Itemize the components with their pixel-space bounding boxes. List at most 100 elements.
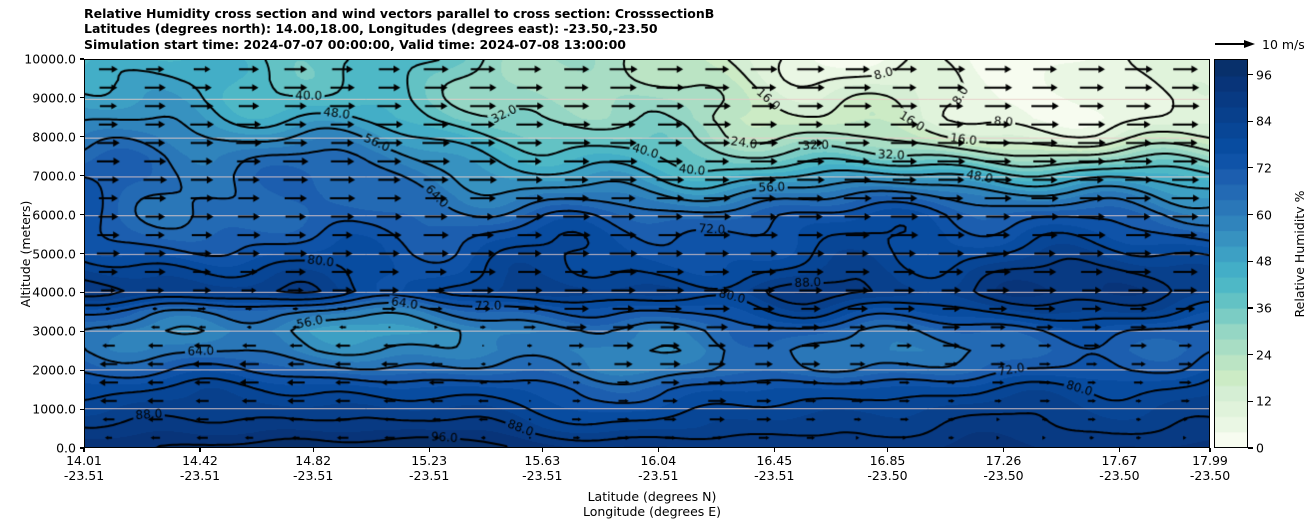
x-tick-label-longitude: -23.50 xyxy=(983,468,1024,483)
x-tick-label-latitude: 16.85 xyxy=(869,453,906,468)
x-tick-label-group: 16.85 -23.50 xyxy=(867,453,907,483)
x-tick-mark xyxy=(541,448,543,452)
arrow-right-icon xyxy=(1215,40,1255,48)
x-tick-label-longitude: -23.51 xyxy=(638,468,679,483)
x-tick-mark xyxy=(773,448,775,452)
chart-title-block: Relative Humidity cross section and wind… xyxy=(84,6,1204,52)
x-tick-label-latitude: 14.82 xyxy=(295,453,332,468)
wind-vector-layer xyxy=(85,60,1209,447)
y-tick-mark xyxy=(80,408,84,410)
colorbar-tick-mark xyxy=(1248,167,1253,169)
x-tick-label-latitude: 17.99 xyxy=(1192,453,1228,468)
x-tick-label-group: 14.82 -23.51 xyxy=(293,453,333,483)
y-tick-mark xyxy=(80,214,84,216)
x-tick-label-longitude: -23.51 xyxy=(408,468,450,483)
x-tick-mark xyxy=(199,448,201,452)
y-tick-mark xyxy=(80,330,84,332)
y-tick-label: 6000.0 xyxy=(32,207,76,223)
x-tick-label-latitude: 14.42 xyxy=(182,453,218,468)
x-tick-label-longitude: -23.51 xyxy=(754,468,795,483)
x-axis-label-latitude: Latitude (degrees N) xyxy=(587,489,717,504)
y-tick-mark xyxy=(80,97,84,99)
x-tick-label-latitude: 16.45 xyxy=(756,453,793,468)
x-tick-mark xyxy=(1002,448,1005,452)
y-tick-label: 7000.0 xyxy=(32,168,76,184)
colorbar-tick-label: 0 xyxy=(1256,440,1264,456)
y-tick-label: 0.0 xyxy=(56,440,76,456)
y-tick-mark xyxy=(80,175,84,177)
colorbar-tick-label: 48 xyxy=(1256,253,1272,269)
x-tick-label-group: 14.42 -23.51 xyxy=(180,453,220,483)
x-tick-label-latitude: 15.63 xyxy=(524,453,561,468)
colorbar-tick-mark xyxy=(1248,447,1253,449)
colorbar-tick-mark xyxy=(1248,120,1253,122)
colorbar-tick-mark xyxy=(1248,214,1253,216)
y-tick-label: 3000.0 xyxy=(32,323,76,339)
x-axis-label-longitude: Longitude (degrees E) xyxy=(582,504,722,519)
colorbar-tick-label: 60 xyxy=(1256,207,1272,223)
x-tick-mark xyxy=(1118,448,1120,452)
x-tick-label-longitude: -23.50 xyxy=(1099,468,1140,483)
x-tick-label-group: 15.23 -23.51 xyxy=(409,453,449,483)
x-tick-label-longitude: -23.51 xyxy=(522,468,563,483)
colorbar-gradient xyxy=(1215,60,1247,447)
y-tick-label: 8000.0 xyxy=(32,129,76,145)
colorbar-tick-mark xyxy=(1248,260,1253,262)
x-tick-mark xyxy=(657,448,659,452)
x-tick-label-latitude: 16.04 xyxy=(640,453,677,468)
y-tick-label: 4000.0 xyxy=(32,284,76,300)
x-tick-label-longitude: -23.50 xyxy=(867,468,908,483)
wind-key-label: 10 m/s xyxy=(1262,36,1304,52)
chart-title-line-1: Relative Humidity cross section and wind… xyxy=(84,6,715,21)
x-tick-label-group: 17.67 -23.50 xyxy=(1099,453,1139,483)
x-tick-label-latitude: 17.26 xyxy=(985,453,1022,468)
y-tick-mark xyxy=(80,136,84,138)
x-tick-label-longitude: -23.51 xyxy=(293,468,334,483)
y-tick-label: 2000.0 xyxy=(32,362,76,378)
colorbar-tick-label: 96 xyxy=(1256,67,1272,83)
x-tick-mark xyxy=(886,448,889,452)
colorbar-tick-label: 84 xyxy=(1256,113,1272,129)
x-tick-mark xyxy=(428,448,430,452)
x-tick-label-group: 16.04 -23.51 xyxy=(638,453,678,483)
x-tick-label-group: 17.99 -23.50 xyxy=(1190,453,1230,483)
x-tick-label-longitude: -23.50 xyxy=(1189,468,1231,483)
cross-section-plot-area xyxy=(84,59,1210,448)
x-tick-mark xyxy=(83,448,85,452)
colorbar-tick-mark xyxy=(1248,74,1253,76)
x-tick-label-group: 14.01 -23.51 xyxy=(64,453,104,483)
colorbar-tick-label: 24 xyxy=(1256,347,1272,363)
x-tick-mark xyxy=(312,448,314,452)
y-tick-label: 9000.0 xyxy=(32,90,76,106)
y-tick-mark xyxy=(80,252,84,255)
wind-vector-key: 10 m/s xyxy=(1214,34,1304,54)
x-tick-label-group: 16.45 -23.51 xyxy=(754,453,794,483)
x-tick-label-latitude: 17.67 xyxy=(1101,453,1138,468)
y-tick-mark xyxy=(80,58,84,60)
colorbar xyxy=(1214,59,1248,448)
colorbar-tick-mark xyxy=(1248,307,1253,309)
x-tick-label-group: 17.26 -23.50 xyxy=(983,453,1023,483)
y-tick-mark xyxy=(80,447,84,449)
x-tick-label-latitude: 15.23 xyxy=(411,453,448,468)
x-tick-label-latitude: 14.01 xyxy=(66,453,102,468)
y-tick-label: 1000.0 xyxy=(32,401,76,417)
y-tick-mark xyxy=(80,369,84,371)
y-tick-label: 5000.0 xyxy=(32,246,76,261)
x-tick-label-longitude: -23.51 xyxy=(179,468,221,483)
colorbar-title: Relative Humidity % xyxy=(1292,190,1304,317)
colorbar-tick-label: 12 xyxy=(1256,393,1272,409)
colorbar-tick-label: 72 xyxy=(1256,160,1272,176)
colorbar-tick-label: 36 xyxy=(1256,300,1272,316)
y-axis-label: Altitude (meters) xyxy=(18,200,33,307)
colorbar-tick-mark xyxy=(1248,354,1253,356)
x-tick-label-longitude: -23.51 xyxy=(63,468,105,483)
chart-title-line-2: Latitudes (degrees north): 14.00,18.00, … xyxy=(84,21,658,37)
y-tick-label: 10000.0 xyxy=(24,51,76,67)
x-tick-label-group: 15.63 -23.51 xyxy=(522,453,562,483)
y-tick-mark xyxy=(80,291,84,293)
chart-title-line-3: Simulation start time: 2024-07-07 00:00:… xyxy=(84,36,626,52)
colorbar-tick-mark xyxy=(1248,400,1253,402)
x-tick-mark xyxy=(1209,448,1211,452)
